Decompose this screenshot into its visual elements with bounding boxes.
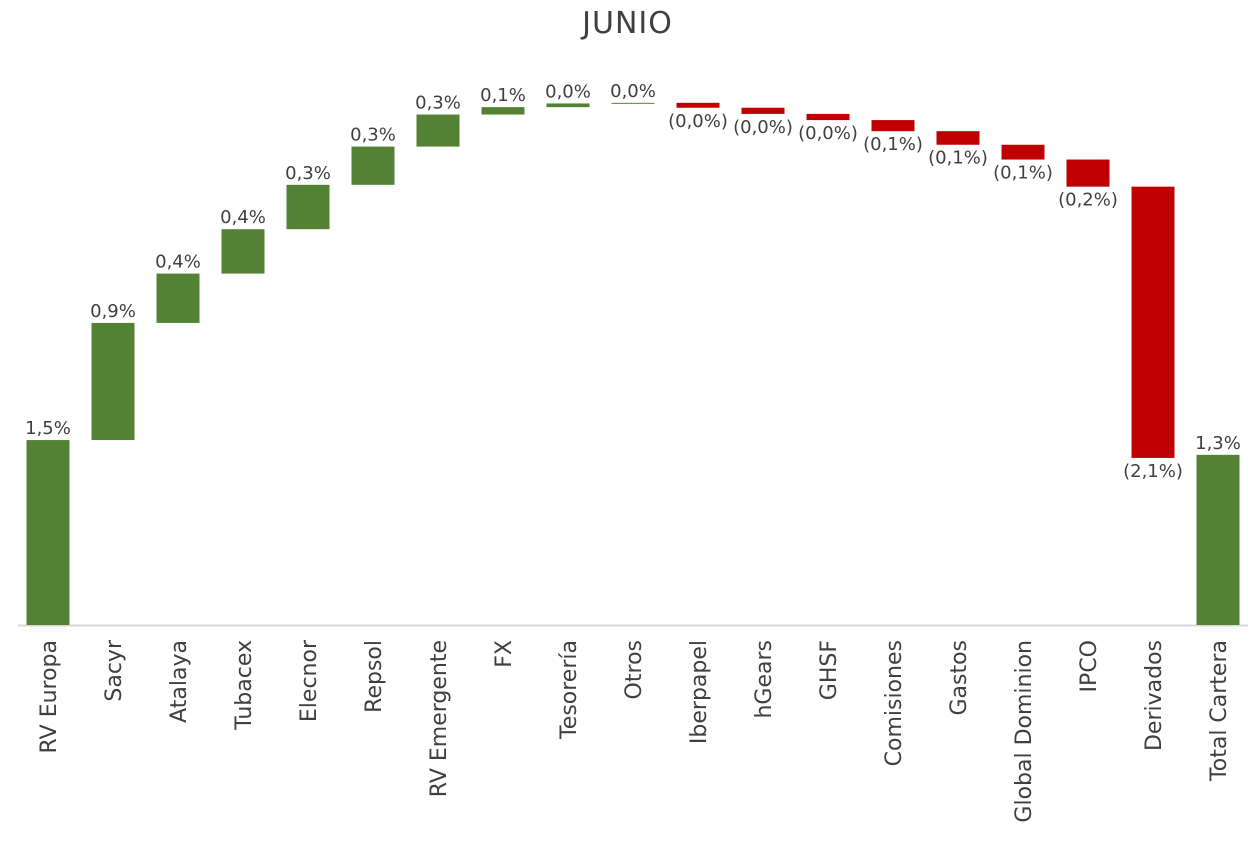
category-label-0: RV Europa (37, 640, 62, 753)
data-label-3: 0,4% (220, 207, 266, 228)
bar-6 (416, 114, 460, 147)
bar-3 (221, 229, 265, 274)
category-label-6: RV Emergente (427, 640, 452, 797)
data-label-6: 0,3% (415, 93, 461, 114)
data-label-7: 0,1% (480, 85, 526, 106)
category-label-16: IPCO (1077, 640, 1102, 692)
category-label-18: Total Cartera (1207, 640, 1232, 782)
data-label-18: 1,3% (1195, 433, 1241, 454)
category-label-9: Otros (622, 640, 647, 699)
bar-7 (481, 107, 525, 115)
data-label-14: (0,1%) (928, 148, 988, 169)
category-label-10: Iberpapel (687, 640, 712, 744)
bar-16 (1066, 159, 1110, 187)
category-label-15: Global Dominion (1012, 640, 1037, 823)
bar-17 (1131, 186, 1175, 458)
data-label-1: 0,9% (90, 301, 136, 322)
data-label-12: (0,0%) (798, 123, 858, 144)
category-label-17: Derivados (1142, 640, 1167, 751)
category-label-5: Repsol (362, 640, 387, 713)
data-label-5: 0,3% (350, 125, 396, 146)
bar-11 (741, 107, 785, 114)
category-label-7: FX (492, 640, 517, 668)
bar-13 (871, 120, 915, 132)
bar-12 (806, 113, 850, 121)
category-label-2: Atalaya (167, 640, 192, 723)
bar-2 (156, 273, 200, 323)
bar-15 (1001, 144, 1045, 160)
category-label-8: Tesorería (557, 640, 582, 740)
bar-1 (91, 322, 135, 441)
bar-14 (936, 131, 980, 145)
bar-4 (286, 184, 330, 230)
chart-title: JUNIO (582, 6, 673, 41)
data-label-4: 0,3% (285, 163, 331, 184)
data-label-9: 0,0% (610, 81, 656, 102)
category-label-3: Tubacex (232, 640, 257, 731)
category-label-1: Sacyr (102, 639, 127, 702)
bar-18 (1196, 454, 1240, 625)
data-label-10: (0,0%) (668, 111, 728, 132)
bar-8 (546, 103, 590, 108)
data-label-16: (0,2%) (1058, 190, 1118, 211)
data-label-8: 0,0% (545, 81, 591, 102)
bar-0 (26, 440, 70, 625)
data-label-2: 0,4% (155, 252, 201, 273)
category-label-14: Gastos (947, 640, 972, 716)
data-label-13: (0,1%) (863, 134, 923, 155)
category-label-11: hGears (752, 640, 777, 719)
bar-9 (611, 102, 655, 104)
data-label-17: (2,1%) (1123, 461, 1183, 482)
category-label-12: GHSF (817, 640, 842, 700)
data-label-11: (0,0%) (733, 117, 793, 138)
data-label-0: 1,5% (25, 418, 71, 439)
category-label-4: Elecnor (297, 639, 322, 722)
category-label-13: Comisiones (882, 640, 907, 766)
bar-10 (676, 102, 720, 108)
data-label-15: (0,1%) (993, 163, 1053, 184)
bar-5 (351, 146, 395, 185)
